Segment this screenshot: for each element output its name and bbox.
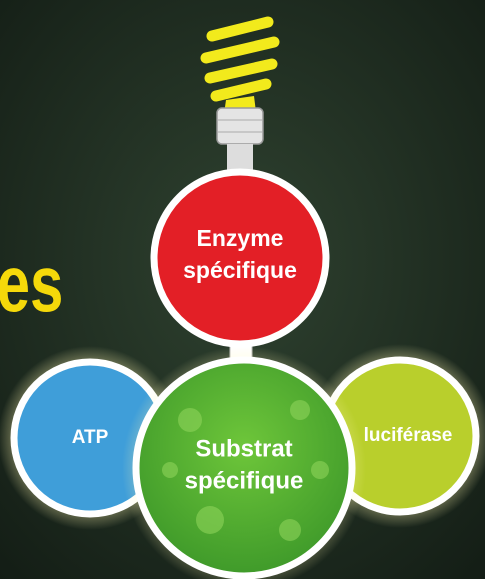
heading-fragment: es: [0, 239, 63, 328]
node-label: Substrat: [195, 435, 292, 462]
node-label: Enzyme: [197, 225, 284, 251]
node-label: spécifique: [183, 257, 297, 283]
node-label: luciférase: [364, 425, 453, 446]
node-label: ATP: [72, 427, 109, 448]
node-label: spécifique: [185, 467, 304, 494]
page: es ATP luciférase Substrat spécifique En…: [0, 0, 485, 579]
diagram: es ATP luciférase Substrat spécifique En…: [0, 0, 485, 579]
